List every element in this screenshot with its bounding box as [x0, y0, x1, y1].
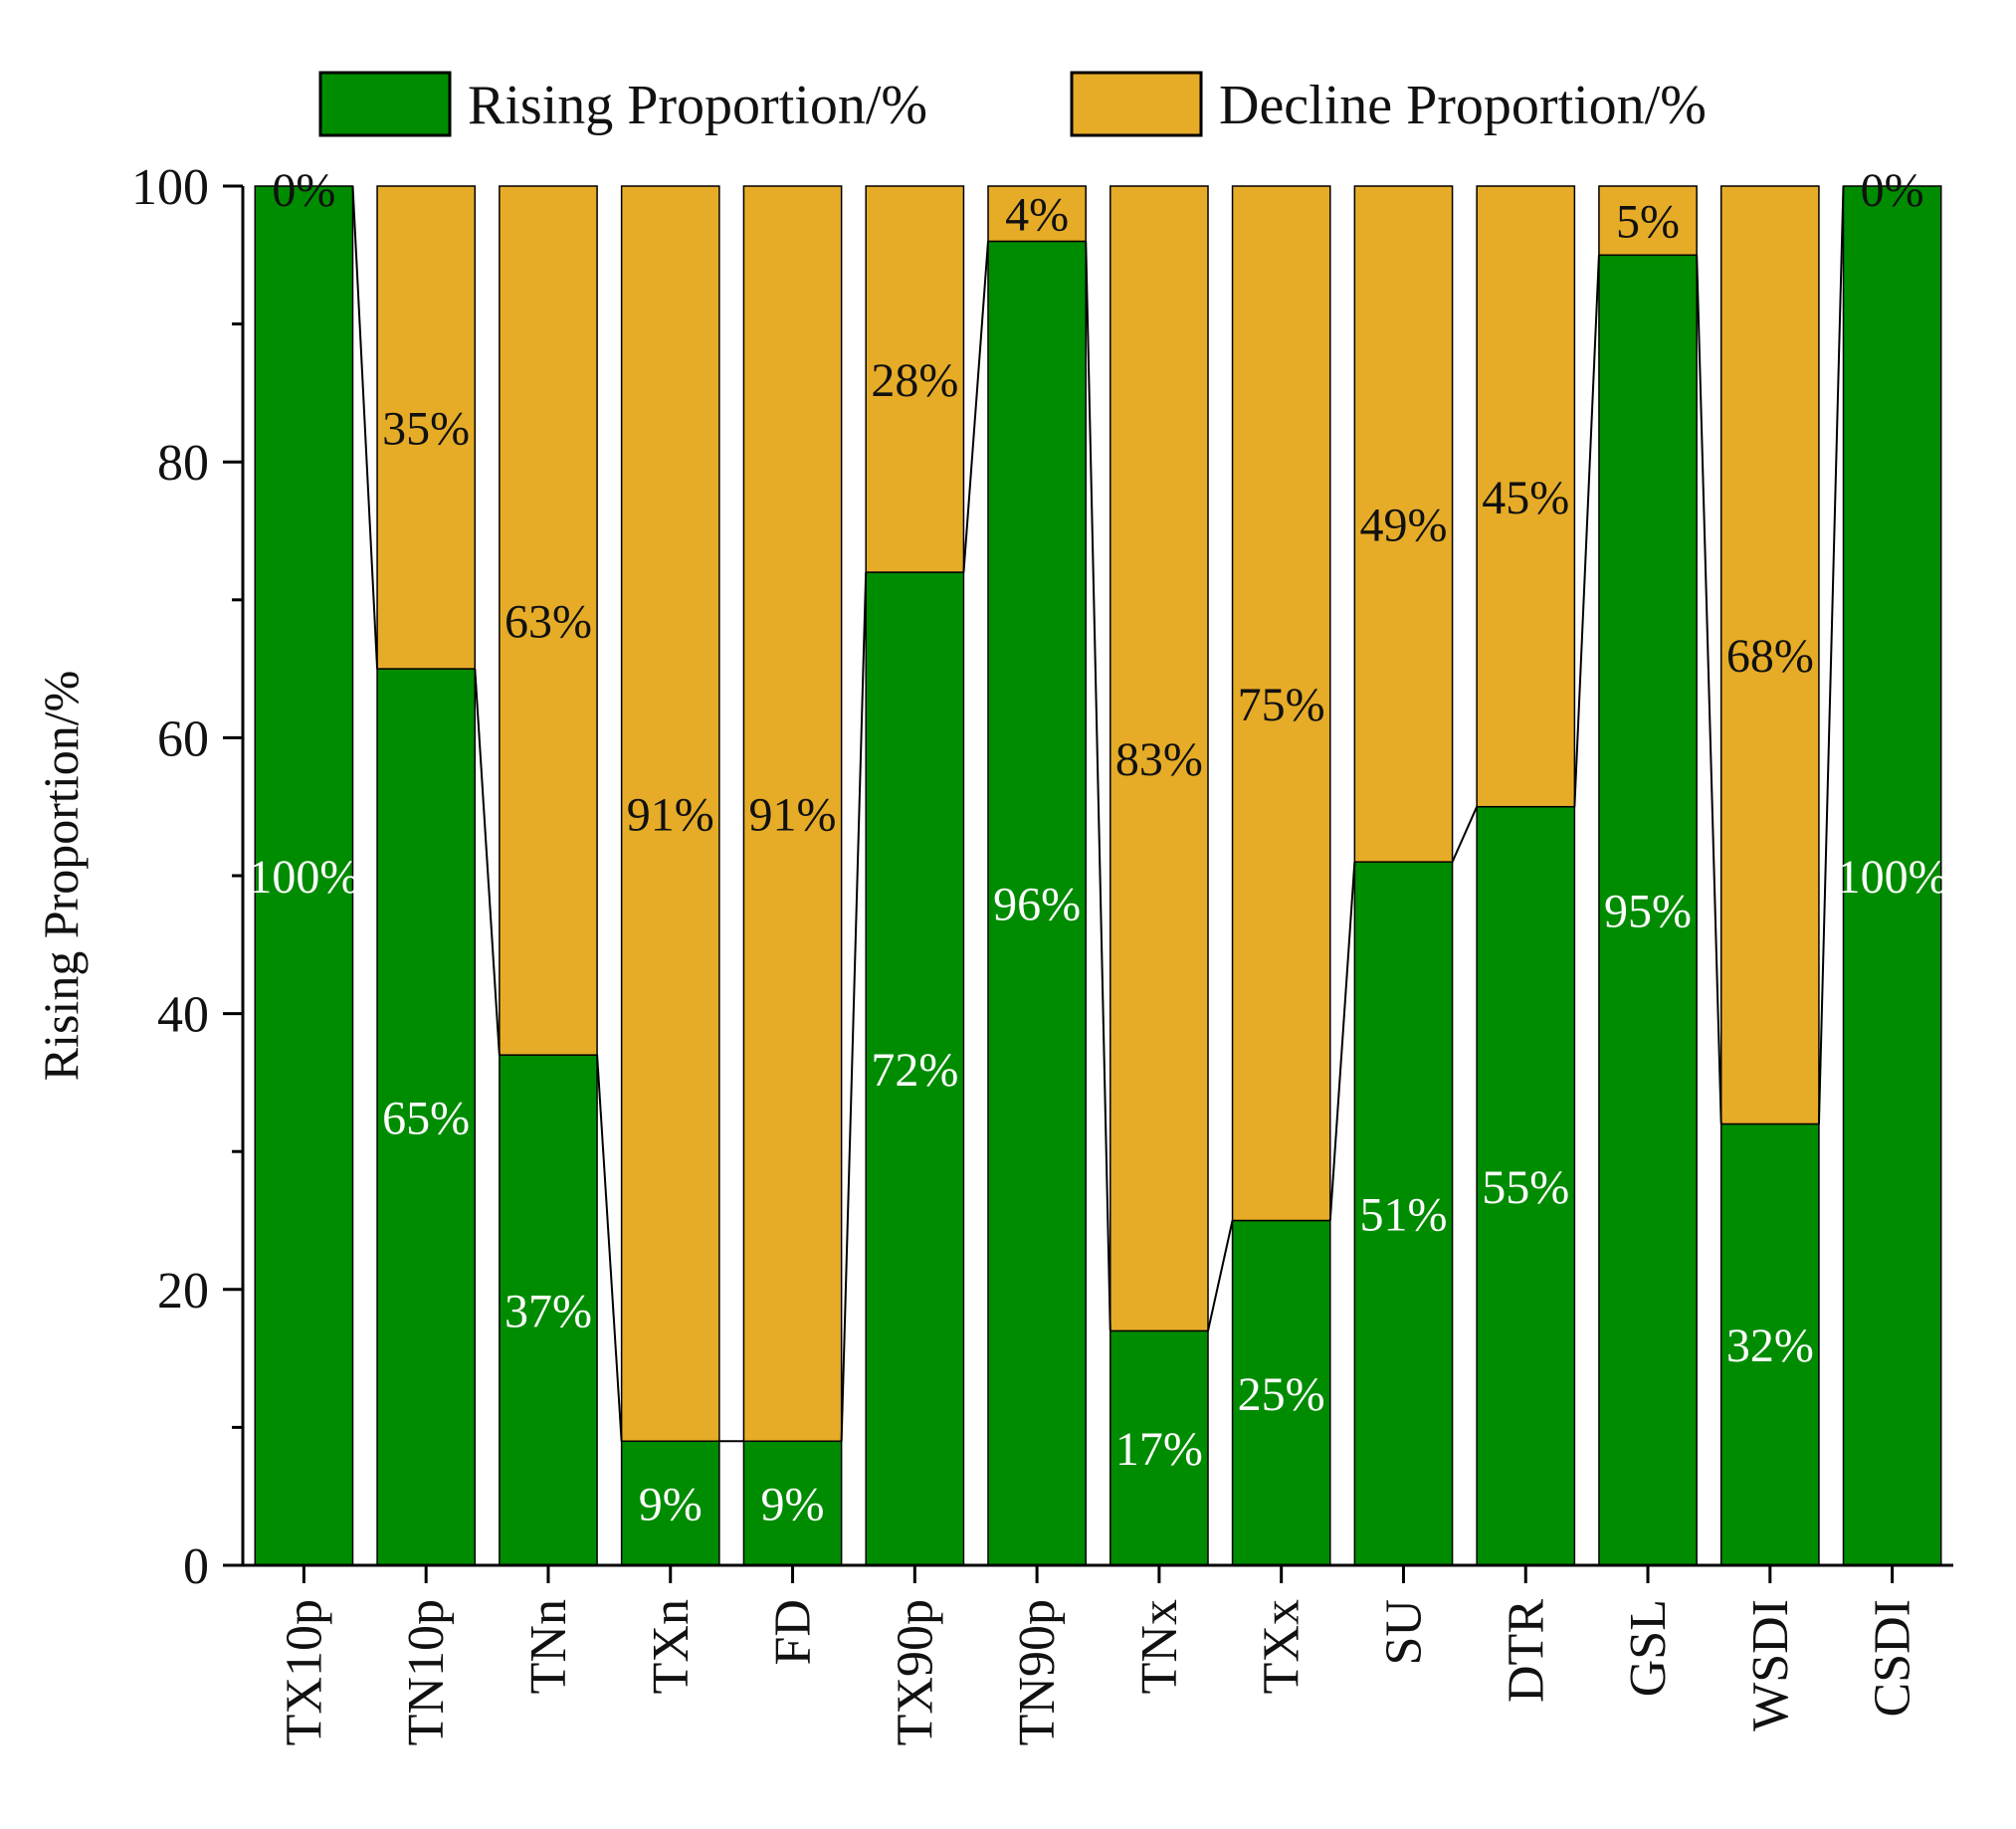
data-label-decline-su: 49%	[1359, 500, 1447, 552]
x-tick-label-gsl: GSL	[1620, 1599, 1677, 1697]
data-label-rising-wsdi: 32%	[1726, 1320, 1814, 1372]
x-tick-label-tnn: TNn	[520, 1599, 577, 1694]
data-label-decline-tnx: 83%	[1115, 733, 1203, 786]
x-tick-label-dtr: DTR	[1498, 1599, 1554, 1703]
bar-decline-tx90p	[865, 185, 965, 573]
data-label-decline-fd: 91%	[749, 789, 837, 842]
data-label-decline-tx90p: 28%	[871, 354, 958, 407]
bar-decline-txx	[1231, 185, 1331, 1222]
data-label-rising-txn: 9%	[639, 1479, 703, 1531]
connector-line	[1451, 806, 1479, 863]
legend-label-rising: Rising Proportion/%	[468, 75, 927, 136]
connector-line	[840, 572, 868, 1442]
bar-rising-su	[1353, 861, 1454, 1566]
connector-line	[1573, 255, 1600, 807]
y-tick-label: 100	[131, 159, 209, 216]
connector-lines	[351, 185, 1845, 1443]
data-label-rising-tx10p: 100%	[248, 851, 359, 904]
bar-rising-dtr	[1476, 805, 1576, 1566]
data-label-rising-dtr: 55%	[1482, 1161, 1569, 1214]
connector-line	[1328, 862, 1356, 1221]
bar-rising-tx10p	[254, 185, 354, 1566]
connector-line	[1085, 241, 1111, 1331]
bar-decline-fd	[742, 185, 843, 1443]
x-tick-label-tn10p: TN10p	[398, 1599, 455, 1745]
data-labels: 100% 0% 65% 35% 37% 63% 9% 91% 9% 91% 72% 28% 96% 4% 1…	[248, 164, 1947, 1531]
bar-rising-wsdi	[1719, 1122, 1820, 1566]
bar-decline-wsdi	[1719, 185, 1820, 1125]
x-tick-label-csdi: CSDI	[1865, 1599, 1921, 1717]
x-tick-label-fd: FD	[765, 1599, 822, 1665]
data-label-decline-tn10p: 35%	[382, 403, 470, 456]
connector-line	[1817, 185, 1845, 1124]
data-label-decline-gsl: 5%	[1616, 196, 1680, 249]
bar-decline-tnx	[1109, 185, 1209, 1332]
x-tick-label-tx90p: TX90p	[887, 1599, 943, 1745]
x-tick-label-tx10p: TX10p	[276, 1599, 332, 1745]
legend-swatch-rising	[318, 71, 452, 137]
legend: Rising Proportion/% Decline Proportion/%	[318, 71, 1707, 137]
data-label-rising-tn90p: 96%	[993, 879, 1081, 931]
bar-decline-su	[1353, 185, 1454, 863]
data-label-rising-tnn: 37%	[504, 1286, 592, 1338]
y-tick-label: 40	[157, 987, 209, 1044]
bar-decline-tn90p	[987, 185, 1087, 243]
x-tick-label-tnx: TNx	[1131, 1599, 1188, 1694]
connector-line	[962, 241, 989, 573]
data-label-rising-tnx: 17%	[1115, 1423, 1203, 1476]
y-tick-label: 0	[183, 1538, 209, 1595]
y-tick-label: 60	[157, 711, 209, 767]
data-label-decline-tx10p: 0%	[272, 164, 335, 217]
bar-rising-tx90p	[865, 571, 965, 1566]
legend-swatch-decline	[1070, 71, 1203, 137]
data-label-rising-su: 51%	[1359, 1189, 1447, 1242]
data-label-decline-txx: 75%	[1238, 679, 1325, 731]
x-tick-label-wsdi: WSDI	[1742, 1599, 1799, 1731]
x-tick-label-su: SU	[1375, 1599, 1432, 1665]
data-label-rising-tn10p: 65%	[382, 1093, 470, 1145]
data-label-decline-wsdi: 68%	[1726, 630, 1814, 683]
data-label-decline-tnn: 63%	[504, 596, 592, 649]
bar-rising-txn	[620, 1440, 720, 1566]
data-label-rising-txx: 25%	[1238, 1368, 1325, 1421]
connector-line	[351, 185, 379, 670]
bar-rising-tn10p	[376, 668, 477, 1566]
bar-rising-fd	[742, 1440, 843, 1566]
y-tick-label: 20	[157, 1263, 209, 1320]
connector-line	[1207, 1220, 1234, 1331]
data-label-rising-gsl: 95%	[1604, 886, 1692, 938]
data-label-decline-csdi: 0%	[1861, 164, 1924, 217]
bar-rising-txx	[1231, 1219, 1331, 1566]
data-label-decline-txn: 91%	[627, 789, 714, 842]
data-label-decline-tn90p: 4%	[1005, 189, 1069, 242]
legend-label-decline: Decline Proportion/%	[1219, 75, 1707, 136]
bar-rising-tnn	[499, 1054, 598, 1566]
x-tick-label-txx: TXx	[1254, 1599, 1310, 1694]
connector-line	[1696, 255, 1722, 1124]
connector-line	[474, 669, 501, 1056]
bars	[254, 185, 1942, 1566]
bar-decline-dtr	[1476, 185, 1576, 808]
x-tick-label-txn: TXn	[643, 1599, 700, 1694]
bar-decline-gsl	[1598, 185, 1698, 257]
data-label-decline-dtr: 45%	[1482, 472, 1569, 524]
data-label-rising-tx90p: 72%	[871, 1044, 958, 1097]
y-axis-title: Rising Proportion/%	[33, 671, 89, 1082]
bar-rising-csdi	[1842, 185, 1942, 1566]
axes: TX10p TN10p TNn TXn FD TX90p TN90p TNx TXx SU DTR G…	[131, 159, 1953, 1745]
bar-rising-tn90p	[987, 240, 1087, 1566]
bar-decline-tnn	[499, 185, 598, 1056]
bar-decline-tn10p	[376, 185, 477, 670]
connector-line	[596, 1055, 623, 1442]
y-tick-label: 80	[157, 435, 209, 492]
bar-decline-txn	[620, 185, 720, 1443]
x-tick-label-tn90p: TN90p	[1009, 1599, 1066, 1745]
data-label-rising-csdi: 100%	[1837, 851, 1948, 904]
data-label-rising-fd: 9%	[761, 1479, 825, 1531]
